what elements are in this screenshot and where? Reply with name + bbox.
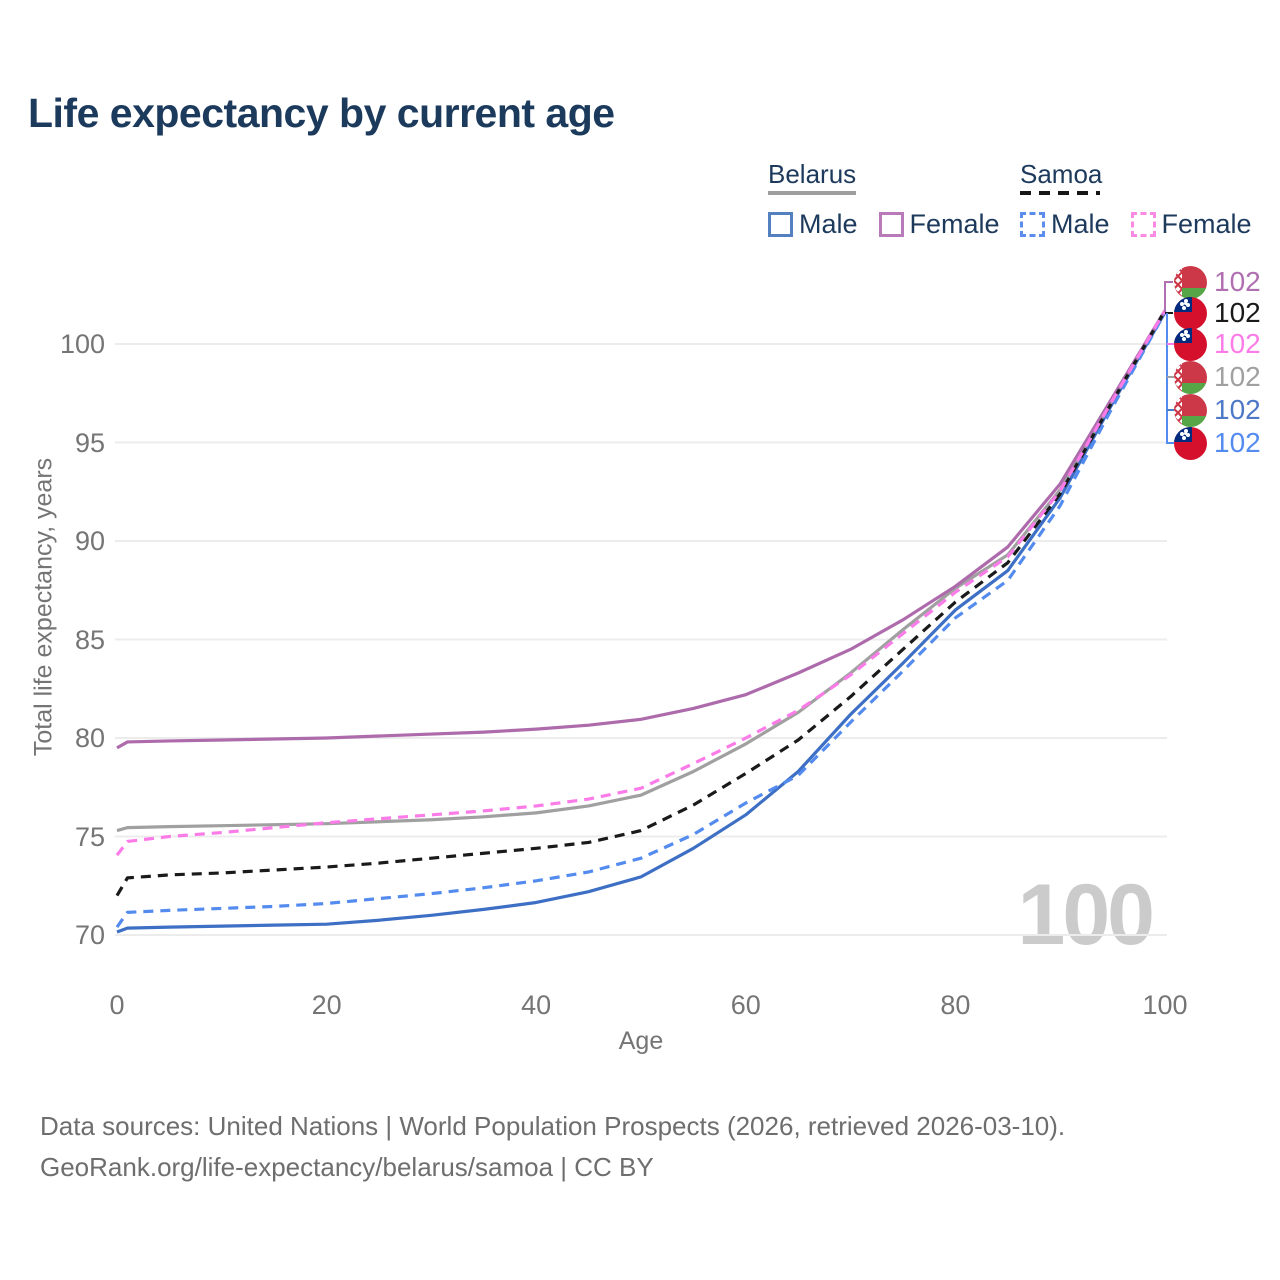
data-sources-line: Data sources: United Nations | World Pop… — [40, 1111, 1066, 1141]
end-label-row: 102 — [1174, 327, 1261, 361]
legend-country-belarus: Belarus — [768, 159, 857, 189]
legend-label: Male — [1051, 209, 1110, 239]
x-tick-label: 100 — [1142, 990, 1188, 1020]
series-line-samoa-both — [115, 309, 1167, 897]
end-value-label: 102 — [1214, 427, 1261, 458]
legend-item-belarus-male[interactable]: Male — [768, 209, 858, 240]
end-label-row: 102 — [1174, 426, 1261, 460]
y-tick-label: 100 — [59, 329, 105, 359]
samoa-flag-icon — [1174, 327, 1207, 361]
series-line-belarus-male — [116, 311, 1167, 934]
samoa-female-swatch-icon — [1130, 212, 1156, 237]
x-axis-title: Age — [618, 1027, 664, 1055]
x-tick-label: 0 — [109, 990, 125, 1020]
series-line-samoa-female — [115, 309, 1167, 857]
samoa-male-swatch-icon — [1020, 212, 1045, 237]
end-label-row: 102 — [1174, 296, 1261, 330]
samoa-flag-icon — [1174, 426, 1207, 460]
belarus-line-style-sample — [768, 191, 856, 195]
end-value-label: 102 — [1214, 361, 1261, 392]
end-value-label: 102 — [1214, 266, 1261, 297]
x-tick-label: 40 — [521, 990, 552, 1020]
y-tick-label: 95 — [74, 427, 105, 458]
end-value-label: 102 — [1214, 297, 1261, 328]
end-label-row: 102 — [1174, 393, 1261, 427]
attribution-line: GeoRank.org/life-expectancy/belarus/samo… — [40, 1152, 654, 1182]
belarus-male-swatch-icon — [768, 212, 793, 237]
y-tick-label: 90 — [74, 526, 105, 556]
series-line-belarus-both — [116, 309, 1167, 833]
legend-item-belarus-female[interactable]: Female — [878, 209, 1000, 240]
y-tick-label: 80 — [74, 723, 105, 753]
legend-label: Male — [799, 209, 858, 239]
y-tick-label: 70 — [74, 920, 105, 950]
end-value-label: 102 — [1214, 328, 1261, 359]
footer: Data sources: United Nations | World Pop… — [40, 1106, 1065, 1188]
x-tick-label: 80 — [940, 990, 971, 1020]
legend-label: Female — [1161, 209, 1252, 239]
legend-country-samoa: Samoa — [1020, 159, 1103, 189]
end-label-connector — [1166, 313, 1174, 444]
legend-group-belarus: Belarus Male Female — [768, 160, 1000, 240]
age-counter-watermark: 100 — [1017, 867, 1155, 963]
samoa-flag-icon — [1174, 296, 1207, 330]
x-tick-label: 20 — [311, 990, 342, 1020]
y-tick-label: 75 — [74, 821, 105, 852]
y-axis-title: Total life expectancy, years — [29, 457, 58, 757]
belarus-female-swatch-icon — [878, 212, 904, 237]
y-tick-label: 85 — [74, 624, 105, 655]
legend-label: Female — [909, 209, 1000, 239]
belarus-flag-icon — [1174, 393, 1207, 427]
belarus-flag-icon — [1174, 265, 1207, 299]
end-label-row: 102 — [1174, 360, 1261, 394]
page-title: Life expectancy by current age — [28, 90, 615, 136]
end-label-connector — [1164, 281, 1173, 312]
series-line-samoa-male — [115, 311, 1167, 929]
belarus-flag-icon — [1174, 360, 1207, 394]
x-tick-label: 60 — [730, 990, 761, 1020]
end-label-row: 102 — [1174, 265, 1261, 299]
series-line-belarus-female — [116, 309, 1167, 750]
legend-item-samoa-male[interactable]: Male — [1020, 209, 1110, 240]
samoa-line-style-sample — [1020, 191, 1100, 195]
legend-group-samoa: Samoa Male Female — [1020, 160, 1252, 240]
end-value-label: 102 — [1214, 394, 1261, 425]
legend-item-samoa-female[interactable]: Female — [1130, 209, 1252, 240]
